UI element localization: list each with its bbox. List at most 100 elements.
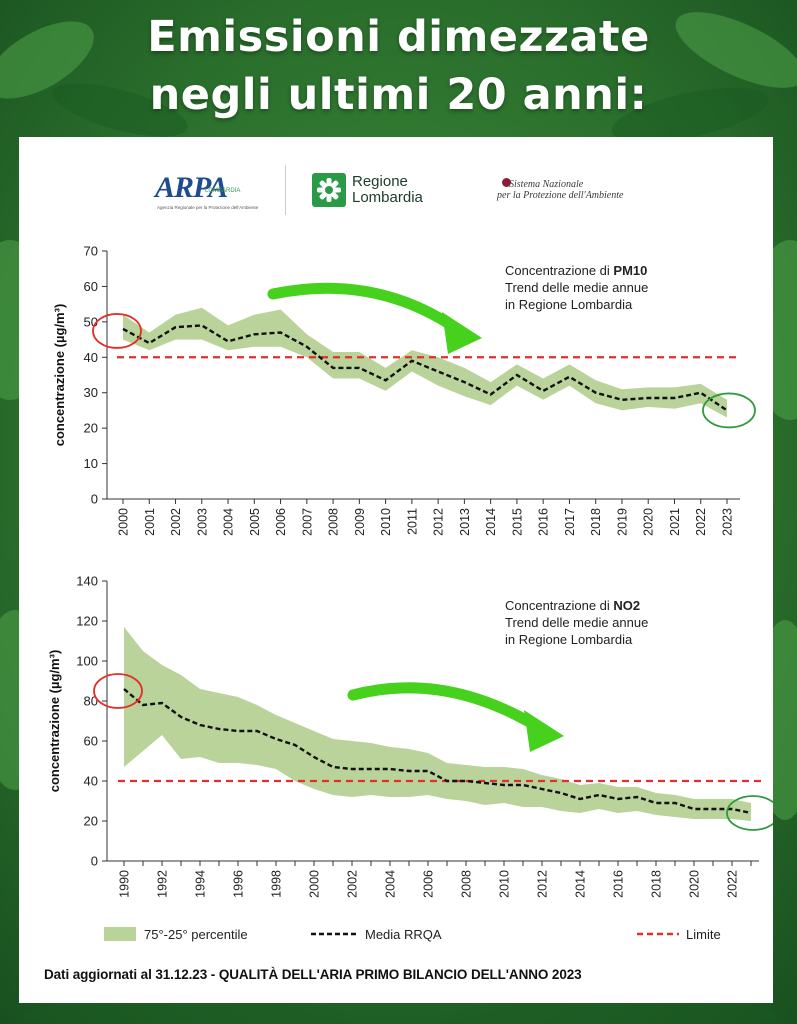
x-tick-label: 2003 [195,508,209,536]
y-tick-label: 80 [84,694,98,709]
y-tick-label: 30 [84,385,98,400]
y-tick-label: 100 [76,654,98,669]
snpa-line-1: Sistema Nazionale [509,179,584,190]
y-tick-label: 0 [91,854,98,869]
x-tick-label: 2015 [510,508,524,536]
snpa-logo: Sistema Nazionale per la Protezione dell… [497,179,697,201]
chart-title: Concentrazione di NO2 [505,598,640,613]
x-tick-label: 2018 [589,508,603,536]
trend-arrow-head [524,710,564,752]
x-tick-label: 2004 [384,870,398,898]
y-tick-label: 140 [76,574,98,589]
y-axis-title: concentrazione (µg/m³) [47,650,62,793]
arpa-logo-sub: LOMBARDIA [205,188,241,194]
y-tick-label: 40 [84,774,98,789]
end-highlight-circle [726,795,773,831]
x-tick-label: 2008 [327,508,341,536]
chart-subtitle-1: Trend delle medie annue [505,615,648,630]
y-tick-label: 20 [84,814,98,829]
y-tick-label: 20 [84,421,98,436]
x-tick-label: 1996 [232,870,246,898]
x-tick-label: 2009 [353,508,367,536]
x-tick-label: 2007 [300,508,314,536]
y-tick-label: 40 [84,350,98,365]
x-tick-label: 2014 [574,870,588,898]
x-tick-label: 2010 [498,870,512,898]
footer-note: Dati aggiornati al 31.12.23 - QUALITÀ DE… [44,967,582,982]
y-axis-title: concentrazione (µg/m³) [52,304,67,447]
legend-band-label: 75°-25° percentile [144,927,248,942]
rl-line-2: Lombardia [352,189,423,206]
x-tick-label: 2022 [726,870,740,898]
x-tick-label: 2020 [642,508,656,536]
regione-lombardia-logo: Regione Lombardia [352,174,462,206]
x-tick-label: 2017 [563,508,577,536]
y-tick-label: 10 [84,456,98,471]
x-tick-label: 2013 [458,508,472,536]
headline-line-2: negli ultimi 20 anni: [149,70,648,120]
chart-title: Concentrazione di PM10 [505,263,647,278]
headline-line-1: Emissioni dimezzate [147,12,650,62]
x-tick-label: 2001 [143,508,157,536]
logo-strip: ARPA LOMBARDIA Agenzia Regionale per la … [19,157,773,227]
x-tick-label: 2021 [668,508,682,536]
x-tick-label: 1994 [194,870,208,898]
trend-arrow [347,682,552,738]
chart-subtitle-2: in Regione Lombardia [505,297,633,312]
y-tick-label: 0 [91,492,98,507]
x-tick-label: 2020 [688,870,702,898]
arpa-logo-tagline: Agenzia Regionale per la Protezione dell… [157,205,259,210]
logo-divider [285,165,286,215]
x-tick-label: 2005 [248,508,262,536]
x-tick-label: 2008 [460,870,474,898]
chart-subtitle-2: in Regione Lombardia [505,632,633,647]
percentile-band [123,307,727,418]
start-highlight-circle [92,313,142,349]
percentile-band [124,627,751,821]
legend-mean-label: Media RRQA [365,927,442,942]
x-tick-label: 1992 [156,870,170,898]
y-tick-label: 70 [84,244,98,259]
x-tick-label: 2012 [536,870,550,898]
x-tick-label: 2000 [117,508,131,536]
x-tick-label: 2002 [346,870,360,898]
x-tick-label: 2016 [537,508,551,536]
legend-limit-label: Limite [686,927,721,942]
rl-line-1: Regione [352,173,408,190]
x-tick-label: 2004 [222,508,236,536]
x-tick-label: 2000 [308,870,322,898]
regione-lombardia-icon [312,173,346,207]
mean-line [122,324,728,412]
x-tick-label: 2019 [615,508,629,536]
x-tick-label: 2010 [379,508,393,536]
x-tick-label: 2014 [484,508,498,536]
x-tick-label: 1990 [118,870,132,898]
legend-band-swatch [104,927,136,941]
x-tick-label: 1998 [270,870,284,898]
trend-arrow [267,282,470,340]
x-tick-label: 2012 [432,508,446,536]
y-tick-label: 60 [84,734,98,749]
no2-chart: 0 20 40 60 80 100 120 140 1990 1992 1994 1996 1998 20… [47,574,773,898]
x-tick-label: 2006 [274,508,288,536]
y-tick-label: 60 [84,279,98,294]
x-tick-label: 2018 [650,870,664,898]
mean-line [123,688,752,815]
x-tick-label: 2022 [694,508,708,536]
x-tick-label: 2002 [169,508,183,536]
start-highlight-circle [93,673,143,709]
y-tick-label: 120 [76,614,98,629]
x-tick-label: 2006 [422,870,436,898]
snpa-icon [502,178,511,187]
trend-arrow-head [442,312,482,354]
arpa-logo: ARPA [155,171,228,204]
x-tick-label: 2016 [612,870,626,898]
x-tick-label: 2011 [405,508,419,535]
chart-legend: 75°-25° percentile Media RRQA Limite [104,927,721,942]
chart-subtitle-1: Trend delle medie annue [505,280,648,295]
snpa-line-2: per la Protezione dell'Ambiente [497,190,624,201]
end-highlight-circle [702,392,756,429]
report-card: ARPA LOMBARDIA Agenzia Regionale per la … [19,137,773,1003]
x-tick-label: 2023 [721,508,735,536]
